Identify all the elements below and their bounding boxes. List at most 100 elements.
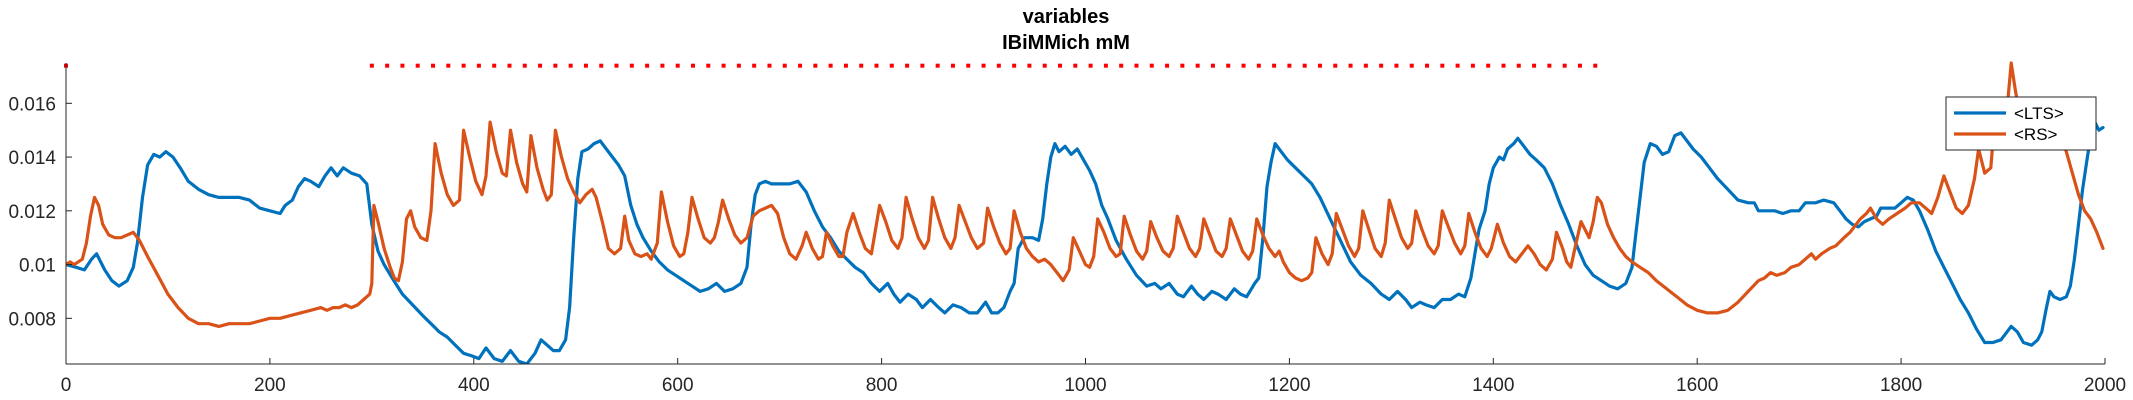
marker-point xyxy=(1256,63,1261,68)
marker-point xyxy=(1577,63,1582,68)
legend-label-lts: <LTS> xyxy=(2014,104,2064,123)
x-tick-label: 600 xyxy=(662,375,694,396)
x-tick-label: 800 xyxy=(866,375,898,396)
x-tick-label: 0 xyxy=(61,375,72,396)
marker-point xyxy=(935,63,940,68)
marker-point xyxy=(981,63,986,68)
markers-layer xyxy=(64,63,1598,68)
legend-items: <LTS> <RS> xyxy=(1954,104,2064,144)
marker-point xyxy=(1272,63,1277,68)
plot-area: 0 200 400 600 800 1000 1200 1400 1600 1800 2000 0.… xyxy=(8,61,2126,396)
marker-point xyxy=(1287,63,1292,68)
marker-point xyxy=(843,63,848,68)
marker-point xyxy=(431,63,436,68)
y-tick-label: 0.016 xyxy=(8,94,56,115)
marker-point xyxy=(736,63,741,68)
marker-point xyxy=(721,63,726,68)
marker-point xyxy=(522,63,527,68)
marker-point xyxy=(400,63,405,68)
marker-point xyxy=(1195,63,1200,68)
marker-point xyxy=(1134,63,1139,68)
marker-point xyxy=(446,63,451,68)
marker-point xyxy=(492,63,497,68)
marker-point xyxy=(859,63,864,68)
marker-point xyxy=(813,63,818,68)
marker-point xyxy=(1119,63,1124,68)
marker-point xyxy=(476,63,481,68)
marker-point xyxy=(1302,63,1307,68)
marker-point xyxy=(1088,63,1093,68)
marker-point xyxy=(1455,63,1460,68)
chart-subtitle: IBiMMich mM xyxy=(1002,32,1130,54)
marker-point xyxy=(920,63,925,68)
y-tick-label: 0.008 xyxy=(8,309,56,330)
y-tick-label: 0.012 xyxy=(8,202,56,223)
series-line-lts xyxy=(66,120,2105,364)
marker-point xyxy=(507,63,512,68)
marker-point xyxy=(1317,63,1322,68)
marker-point xyxy=(1440,63,1445,68)
marker-point xyxy=(1073,63,1078,68)
series-layer xyxy=(66,61,2105,364)
marker-point xyxy=(966,63,971,68)
x-tick-label: 400 xyxy=(458,375,490,396)
marker-point xyxy=(583,63,588,68)
marker-point xyxy=(1562,63,1567,68)
marker-point xyxy=(1379,63,1384,68)
marker-point xyxy=(706,63,711,68)
marker-point xyxy=(1058,63,1063,68)
marker-point xyxy=(1593,63,1598,68)
marker-point xyxy=(752,63,757,68)
marker-point xyxy=(1486,63,1491,68)
marker-point xyxy=(1547,63,1552,68)
x-tick-label: 1400 xyxy=(1472,375,1514,396)
x-axis-ticks: 0 200 400 600 800 1000 1200 1400 1600 1800 2000 xyxy=(61,358,2126,396)
x-tick-label: 1800 xyxy=(1880,375,1922,396)
marker-point xyxy=(1241,63,1246,68)
y-tick-label: 0.01 xyxy=(19,256,56,277)
marker-point xyxy=(1180,63,1185,68)
marker-point xyxy=(782,63,787,68)
marker-point xyxy=(660,63,665,68)
marker-point xyxy=(1501,63,1506,68)
marker-point xyxy=(690,63,695,68)
marker-point xyxy=(1042,63,1047,68)
marker-point xyxy=(461,63,466,68)
marker-point xyxy=(1394,63,1399,68)
marker-point xyxy=(1103,63,1108,68)
marker-point xyxy=(1348,63,1353,68)
x-tick-label: 1000 xyxy=(1064,375,1106,396)
marker-point xyxy=(369,63,374,68)
legend-label-rs: <RS> xyxy=(2014,125,2058,144)
marker-point xyxy=(645,63,650,68)
marker-point xyxy=(1532,63,1537,68)
marker-point xyxy=(889,63,894,68)
marker-point xyxy=(950,63,955,68)
marker-point xyxy=(599,63,604,68)
marker-point xyxy=(614,63,619,68)
marker-point xyxy=(798,63,803,68)
marker-point xyxy=(415,63,420,68)
marker-point xyxy=(385,63,390,68)
marker-point xyxy=(1409,63,1414,68)
y-tick-label: 0.014 xyxy=(8,148,56,169)
marker-point xyxy=(1470,63,1475,68)
marker-point xyxy=(874,63,879,68)
marker-point xyxy=(996,63,1001,68)
marker-point xyxy=(905,63,910,68)
marker-point xyxy=(538,63,543,68)
x-tick-label: 2000 xyxy=(2084,375,2126,396)
chart-title: variables xyxy=(1023,6,1110,28)
x-tick-label: 200 xyxy=(254,375,286,396)
marker-point xyxy=(1516,63,1521,68)
marker-point xyxy=(1149,63,1154,68)
marker-point xyxy=(1363,63,1368,68)
marker-point xyxy=(629,63,634,68)
marker-point xyxy=(767,63,772,68)
marker-point xyxy=(568,63,573,68)
marker-point xyxy=(1333,63,1338,68)
marker-point xyxy=(1027,63,1032,68)
x-tick-label: 1200 xyxy=(1268,375,1310,396)
marker-point xyxy=(675,63,680,68)
